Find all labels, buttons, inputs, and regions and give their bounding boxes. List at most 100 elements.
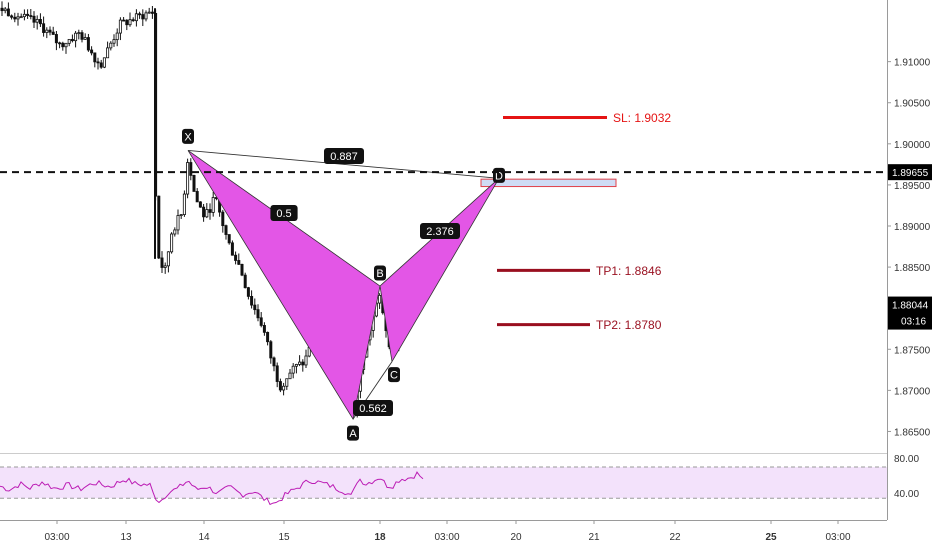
rsi-line <box>0 471 424 506</box>
candle-body <box>80 32 84 40</box>
candle <box>80 30 84 43</box>
price-tick-label: 1.89500 <box>894 181 931 192</box>
candle-body <box>67 38 71 44</box>
candle-body <box>275 365 279 382</box>
candle <box>234 251 238 265</box>
price-tick-label: 1.90000 <box>894 140 931 151</box>
candle-body <box>112 39 116 44</box>
candle <box>224 224 228 240</box>
candle <box>90 46 94 56</box>
candle-body <box>96 61 100 64</box>
candle-body <box>240 263 244 276</box>
candle <box>10 14 14 20</box>
candle <box>58 41 62 49</box>
candle <box>70 34 74 43</box>
candle <box>198 201 202 208</box>
candle <box>106 41 110 59</box>
candle-body <box>32 15 36 23</box>
candle <box>227 234 231 245</box>
candle <box>144 10 148 22</box>
candle <box>157 195 161 260</box>
candle-body <box>256 309 260 319</box>
candle <box>138 11 142 19</box>
xd-line <box>187 149 500 179</box>
ratio-label-bg <box>420 223 460 239</box>
ratio-label: 2.376 <box>426 226 454 238</box>
candle <box>278 378 282 393</box>
candle <box>125 19 129 31</box>
last-price-label: 1.88044 <box>892 301 929 312</box>
candle <box>266 331 270 346</box>
point-label-bg-a <box>347 425 359 441</box>
candle <box>237 253 241 266</box>
price-axis: 1.91000 1.90500 1.90000 1.89500 1.89000 1.885… <box>887 0 932 550</box>
rsi-band <box>0 467 887 499</box>
price-tick-label: 1.91000 <box>894 58 931 69</box>
ratio-label: 0.5 <box>276 208 291 220</box>
candle-body <box>221 211 225 227</box>
candle-body <box>234 254 238 261</box>
candle-body <box>61 42 65 48</box>
candle-body <box>83 37 87 40</box>
candle-body <box>179 214 183 216</box>
candle-body <box>198 201 202 208</box>
candle <box>141 9 145 27</box>
candle <box>131 17 135 22</box>
candle <box>115 28 119 47</box>
candle <box>192 174 196 192</box>
candle <box>147 7 151 14</box>
candle-body <box>211 197 215 213</box>
candle <box>160 251 164 274</box>
candle <box>176 209 180 235</box>
candle <box>189 158 193 181</box>
candle-body <box>48 29 52 33</box>
candle <box>19 13 23 19</box>
candle-body <box>282 385 286 391</box>
time-tick-label: 21 <box>588 532 600 543</box>
candle <box>3 7 7 14</box>
candle <box>256 304 260 322</box>
candle <box>211 191 215 217</box>
price-tick-label: 1.88500 <box>894 263 931 274</box>
candle-body <box>266 331 270 343</box>
candle <box>29 8 33 20</box>
candle-body <box>301 361 305 366</box>
ratio-label-bg <box>324 148 364 164</box>
candle <box>99 59 103 69</box>
candle <box>45 27 49 39</box>
candle <box>243 272 247 289</box>
candle-body <box>160 257 164 268</box>
point-label-d: D <box>495 170 503 182</box>
candle-body <box>227 234 231 244</box>
candle <box>93 52 97 68</box>
candle-body <box>19 16 23 19</box>
candle-body <box>26 13 30 16</box>
candle-body <box>304 355 308 366</box>
candle-body <box>58 42 62 45</box>
rsi-tick-label: 40.00 <box>894 489 919 500</box>
candle-body <box>86 37 90 51</box>
candle <box>38 13 42 27</box>
candle <box>262 322 266 336</box>
candle-body <box>0 7 4 12</box>
candle-body <box>224 225 228 235</box>
candle <box>86 33 90 52</box>
time-tick-label: 03:00 <box>434 532 459 543</box>
candle-body <box>102 57 106 68</box>
candle-body <box>250 295 254 306</box>
candle-body <box>90 49 94 54</box>
price-tick-label: 1.90500 <box>894 99 931 110</box>
candle <box>291 363 295 379</box>
candle-body <box>192 174 196 192</box>
candle <box>240 263 244 277</box>
time-tick-label: 22 <box>669 532 681 543</box>
point-label-b: B <box>376 268 383 280</box>
candle-body <box>106 47 110 59</box>
time-tick-label: 18 <box>374 532 386 543</box>
candle <box>102 57 106 69</box>
candle <box>259 312 263 328</box>
ratio-label: 0.562 <box>359 403 387 415</box>
ratio-label-bg <box>353 400 393 416</box>
candle <box>221 209 225 233</box>
candle <box>378 293 382 309</box>
